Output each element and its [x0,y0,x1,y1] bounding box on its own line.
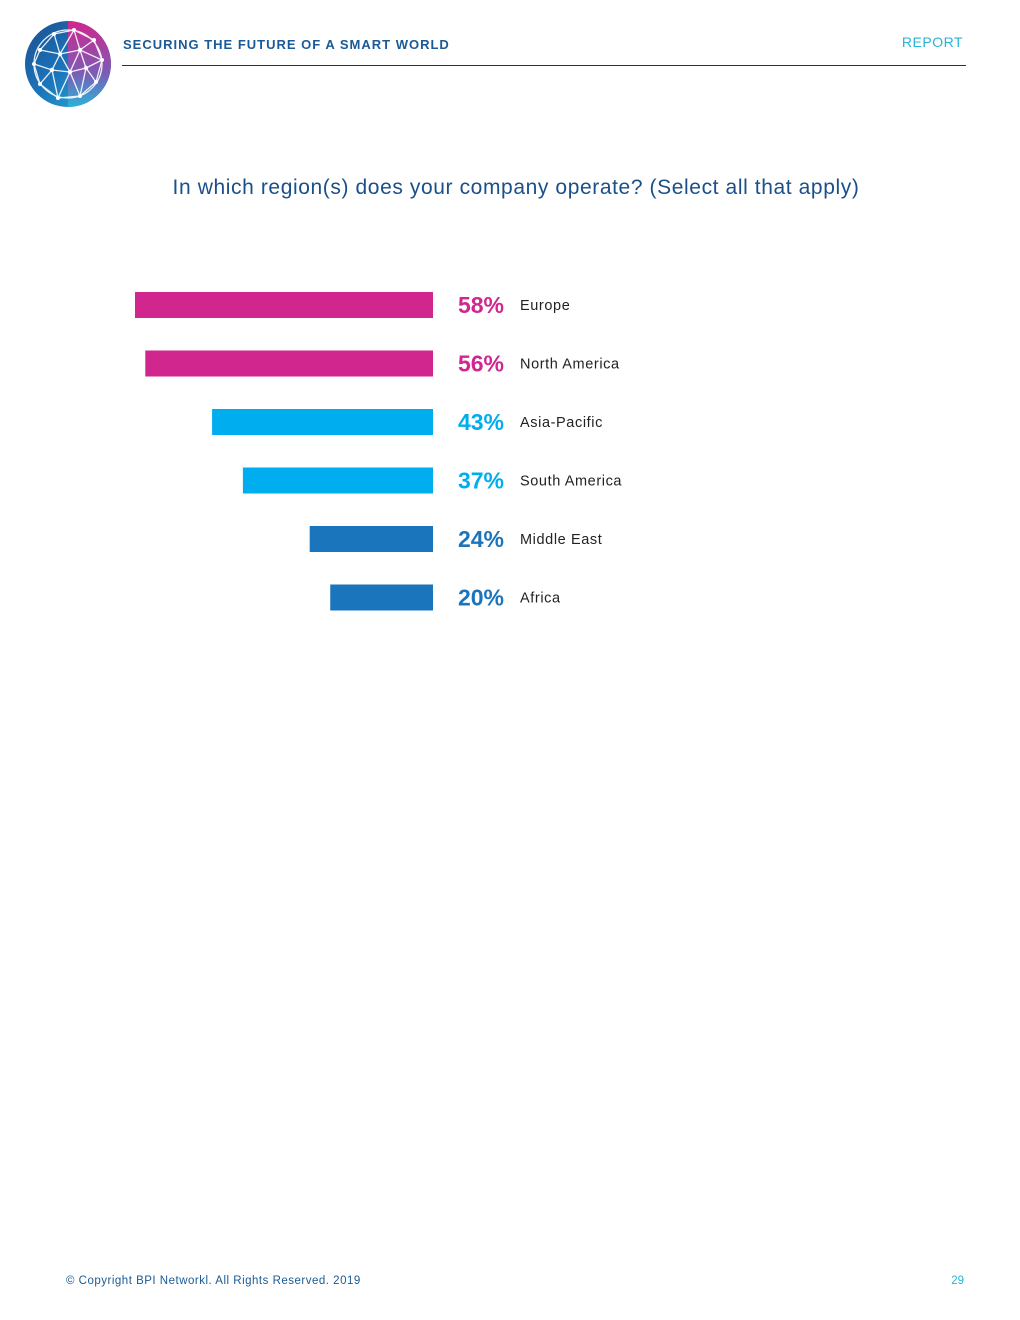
value-label: 56% [458,351,504,377]
value-label: 43% [458,409,504,435]
category-label: Europe [520,298,570,314]
bar-middle-east [309,526,433,552]
category-label: South America [520,474,622,490]
value-label: 37% [458,468,504,494]
value-label: 58% [458,292,504,318]
value-label: 24% [458,526,504,552]
footer-copyright: © Copyright BPI Networkl. All Rights Res… [66,1275,361,1287]
bar-north-america [145,350,433,377]
category-label: Middle East [520,532,602,548]
value-label: 20% [458,585,504,611]
category-label: Africa [520,591,561,607]
bar-south-america [242,467,433,494]
chart-title: In which region(s) does your company ope… [172,176,860,199]
category-label: Asia-Pacific [520,415,603,431]
bar-africa [330,584,433,611]
bar-europe [135,292,433,318]
globe-network-logo [25,21,111,107]
page-number: 29 [951,1275,964,1287]
header-divider [122,65,966,66]
header-title: SECURING THE FUTURE OF A SMART WORLD [123,37,450,52]
report-tag: REPORT [901,34,963,50]
bar-asia-pacific [212,409,433,435]
region-bar-chart: 58% Europe 56% North America 43% Asia-Pacific… [135,292,622,611]
category-label: North America [520,357,620,373]
